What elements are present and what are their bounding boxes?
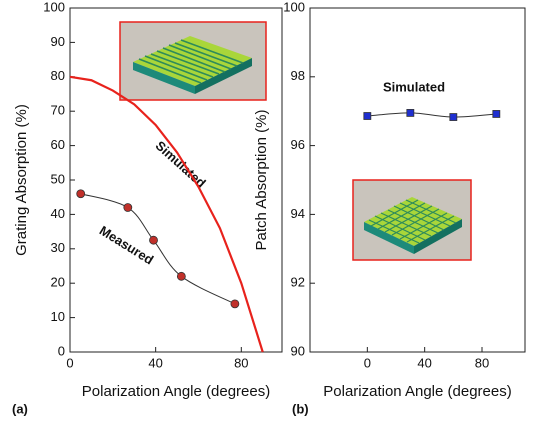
y-tick-label: 90: [291, 343, 305, 358]
y-tick-label: 94: [291, 206, 305, 221]
annotation: Simulated: [383, 79, 445, 94]
x-tick-label: 80: [475, 355, 489, 370]
marker: [230, 299, 240, 309]
annotation: Measured: [97, 223, 156, 268]
x-tick-label: 80: [234, 355, 248, 370]
x-axis-label: Polarization Angle (degrees): [323, 383, 511, 400]
marker: [492, 110, 501, 118]
y-tick-label: 50: [51, 171, 65, 186]
marker: [363, 112, 372, 120]
series-line: [69, 75, 264, 353]
inset-grating: [119, 21, 267, 101]
y-tick-label: 92: [291, 275, 305, 290]
x-axis-label: Polarization Angle (degrees): [82, 383, 270, 400]
y-tick-label: 0: [58, 343, 65, 358]
marker: [76, 189, 86, 199]
y-tick-label: 60: [51, 137, 65, 152]
inset-patch: [352, 179, 472, 261]
y-axis-label: Patch Absorption (%): [253, 110, 270, 251]
y-tick-label: 90: [51, 34, 65, 49]
panel-label: (a): [12, 401, 28, 416]
y-tick-label: 100: [43, 0, 65, 14]
series-line: [367, 112, 497, 118]
marker: [123, 203, 133, 212]
annotation: Simulated: [153, 138, 209, 191]
marker: [149, 235, 158, 245]
y-tick-label: 40: [51, 206, 65, 221]
y-axis-label: Grating Absorption (%): [13, 104, 30, 256]
x-tick-label: 40: [148, 355, 162, 370]
panel-label: (b): [292, 401, 309, 416]
y-tick-label: 70: [51, 103, 65, 118]
x-tick-label: 0: [364, 355, 371, 370]
y-tick-label: 100: [283, 0, 305, 14]
marker: [406, 109, 415, 117]
marker: [449, 113, 458, 121]
y-tick-label: 98: [291, 68, 305, 83]
marker: [176, 271, 186, 281]
y-tick-label: 10: [51, 309, 65, 324]
x-tick-label: 0: [66, 355, 73, 370]
y-tick-label: 30: [51, 240, 65, 255]
plot-frame: [309, 7, 526, 353]
y-tick-label: 96: [291, 137, 305, 152]
x-tick-label: 40: [417, 355, 431, 370]
y-tick-label: 20: [51, 275, 65, 290]
y-tick-label: 80: [51, 68, 65, 83]
